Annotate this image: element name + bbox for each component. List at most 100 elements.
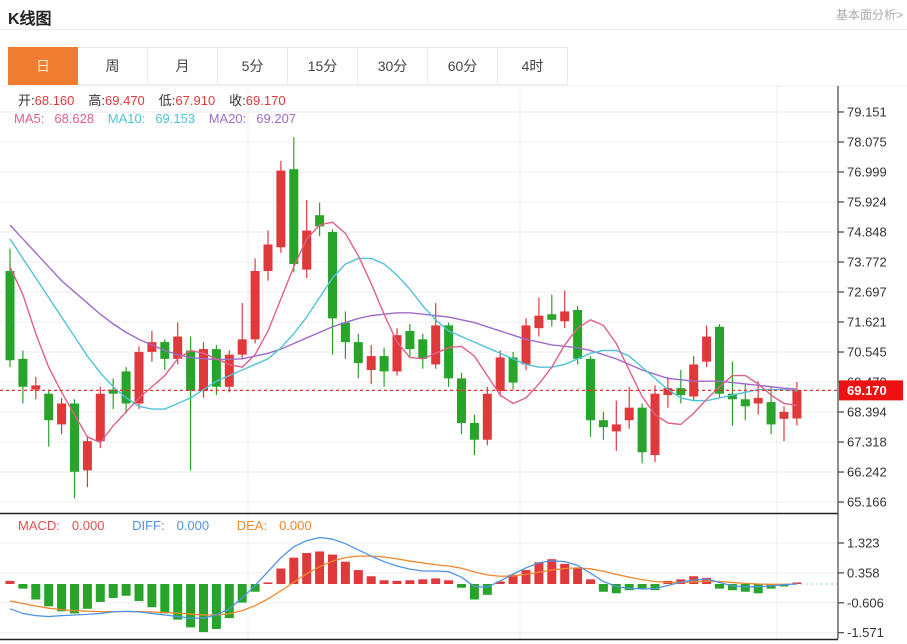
candle-body <box>495 357 505 391</box>
candle-body <box>766 402 776 425</box>
diff-line <box>9 536 797 619</box>
macd-bar <box>740 584 750 592</box>
macd-bar <box>495 581 505 584</box>
high-label: 高: <box>88 93 106 108</box>
macd-bar <box>560 563 570 584</box>
candle-body <box>199 349 208 391</box>
low-label: 低: <box>158 93 176 108</box>
macd-bar <box>792 582 802 584</box>
candle-body <box>779 411 789 419</box>
ma10-line <box>9 238 797 410</box>
candle-body <box>586 358 595 421</box>
candle-body <box>457 378 466 424</box>
candle-body <box>418 339 428 359</box>
tab-5min[interactable]: 5分 <box>218 47 288 85</box>
low-value: 67.910 <box>175 93 216 108</box>
macd-histogram <box>5 551 802 633</box>
macd-bar <box>431 578 441 584</box>
macd-bar <box>366 576 376 584</box>
macd-bar <box>405 580 415 584</box>
diff-label: DIFF: 0.000 <box>132 518 210 533</box>
open-label: 开: <box>18 93 35 108</box>
macd-bar <box>70 584 79 614</box>
macd-bar <box>186 584 196 628</box>
candle-body <box>95 393 105 442</box>
macd-bar <box>44 584 54 607</box>
macd-bar <box>302 553 312 584</box>
tab-day[interactable]: 日 <box>8 47 78 85</box>
current-price-tag: 69.170 <box>839 380 903 401</box>
candle-body <box>44 393 54 421</box>
candle-body <box>186 350 196 391</box>
tab-4hour[interactable]: 4时 <box>498 47 568 85</box>
axis-label: 68.394 <box>847 405 887 420</box>
macd-bar <box>547 559 557 584</box>
axis-label: 66.242 <box>847 465 887 480</box>
macd-bar <box>315 551 325 584</box>
macd-bar <box>263 582 273 584</box>
candle-body <box>727 393 737 400</box>
candle-body <box>302 230 312 270</box>
macd-bar <box>586 579 595 584</box>
macd-bar <box>624 584 634 591</box>
axis-label: 65.166 <box>847 495 887 510</box>
candle-body <box>611 424 621 432</box>
macd-bar <box>715 584 724 589</box>
candle-body <box>431 325 441 365</box>
candle-body <box>57 403 67 425</box>
candle-body <box>18 358 28 387</box>
ma5-label: MA5: <box>14 111 45 126</box>
candle-body <box>353 342 363 364</box>
high-value: 69.470 <box>105 93 145 108</box>
macd-bar <box>134 584 144 602</box>
macd-label: MACD: 0.000 <box>18 518 105 533</box>
macd-bar <box>457 584 466 588</box>
candle-body <box>121 371 131 404</box>
candle-body <box>444 325 454 379</box>
macd-bar <box>199 584 208 633</box>
candle-body <box>547 314 557 320</box>
tab-60min[interactable]: 60分 <box>428 47 498 85</box>
tab-month[interactable]: 月 <box>148 47 218 85</box>
axis-label: -0.606 <box>847 595 884 610</box>
price-axis: 79.151 78.075 76.999 75.924 74.848 73.772 72.6… <box>837 86 887 640</box>
macd-bar <box>534 562 544 584</box>
axis-label: 73.772 <box>847 255 887 270</box>
candle-body <box>715 326 724 394</box>
ma5-line <box>9 221 798 444</box>
candle-body <box>379 356 389 372</box>
candle-body <box>31 385 41 390</box>
macd-bar <box>5 580 15 584</box>
candle-body <box>482 393 492 440</box>
macd-bar <box>237 584 247 603</box>
ma10-value: 69.153 <box>155 111 196 126</box>
candle-body <box>392 335 402 372</box>
candle-body <box>289 169 299 265</box>
tab-15min[interactable]: 15分 <box>288 47 358 85</box>
dea-label: DEA: 0.000 <box>236 518 312 533</box>
macd-bar <box>353 570 363 584</box>
macd-bar <box>95 584 105 602</box>
tab-30min[interactable]: 30分 <box>358 47 428 85</box>
axis-label: 1.323 <box>847 535 880 550</box>
candle-body <box>573 310 583 359</box>
header: K线图 基本面分析> <box>0 0 907 30</box>
open-value: 68.160 <box>34 93 75 108</box>
candle-body <box>237 339 247 355</box>
axis-label: 76.999 <box>847 165 887 180</box>
interval-tabbar: 日 周 月 5分 15分 30分 60分 4时 <box>8 47 568 85</box>
candle-body <box>405 330 415 350</box>
fundamental-analysis-link[interactable]: 基本面分析> <box>835 8 903 22</box>
macd-bar <box>224 584 234 619</box>
candle-body <box>624 407 634 421</box>
macd-bar <box>340 561 350 584</box>
close-label: 收: <box>229 93 246 108</box>
candle-body <box>598 420 608 428</box>
macd-bar <box>598 584 608 592</box>
candle-body <box>108 389 118 394</box>
candle-body <box>676 388 686 396</box>
grid-lines <box>0 86 838 639</box>
candle-body <box>315 215 325 227</box>
tab-week[interactable]: 周 <box>78 47 148 85</box>
